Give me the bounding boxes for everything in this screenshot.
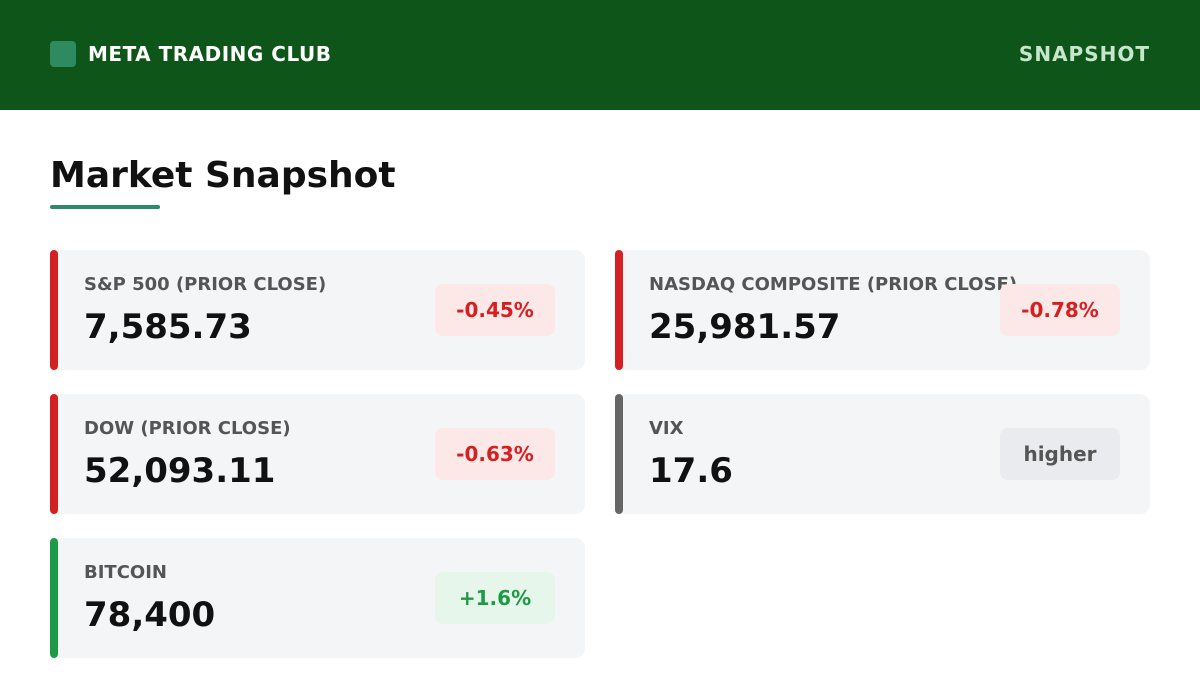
change-badge: -0.78% (1000, 284, 1120, 336)
card-accent-bar (50, 538, 58, 658)
card-label: S&P 500 (PRIOR CLOSE) (84, 274, 327, 295)
card-accent-bar (615, 394, 623, 514)
change-badge: -0.63% (435, 428, 555, 480)
card-accent-bar (615, 250, 623, 370)
card-value: 17.6 (649, 451, 733, 491)
card-value: 78,400 (84, 595, 216, 635)
top-bar: META TRADING CLUB SNAPSHOT (0, 0, 1200, 110)
square-logo-icon (50, 41, 76, 67)
change-badge: -0.45% (435, 284, 555, 336)
card-label: DOW (PRIOR CLOSE) (84, 418, 291, 439)
page-title: Market Snapshot (50, 155, 396, 196)
brand-name: META TRADING CLUB (88, 42, 332, 66)
nav-link-snapshot[interactable]: SNAPSHOT (1018, 42, 1150, 66)
market-card-dow[interactable]: DOW (PRIOR CLOSE) 52,093.11 -0.63% (50, 394, 585, 514)
card-label: BITCOIN (84, 562, 167, 583)
title-underline (50, 205, 160, 209)
change-badge: +1.6% (435, 572, 555, 624)
card-value: 25,981.57 (649, 307, 841, 347)
card-accent-bar (50, 394, 58, 514)
market-card-nasdaq[interactable]: NASDAQ COMPOSITE (PRIOR CLOSE) 25,981.57… (615, 250, 1150, 370)
card-label: VIX (649, 418, 684, 439)
change-badge: higher (1000, 428, 1120, 480)
card-value: 52,093.11 (84, 451, 276, 491)
brand[interactable]: META TRADING CLUB (50, 41, 331, 67)
market-card-vix[interactable]: VIX 17.6 higher (615, 394, 1150, 514)
card-value: 7,585.73 (84, 307, 252, 347)
market-card-sp500[interactable]: S&P 500 (PRIOR CLOSE) 7,585.73 -0.45% (50, 250, 585, 370)
card-label: NASDAQ COMPOSITE (PRIOR CLOSE) (649, 274, 1018, 295)
market-card-bitcoin[interactable]: BITCOIN 78,400 +1.6% (50, 538, 585, 658)
card-accent-bar (50, 250, 58, 370)
